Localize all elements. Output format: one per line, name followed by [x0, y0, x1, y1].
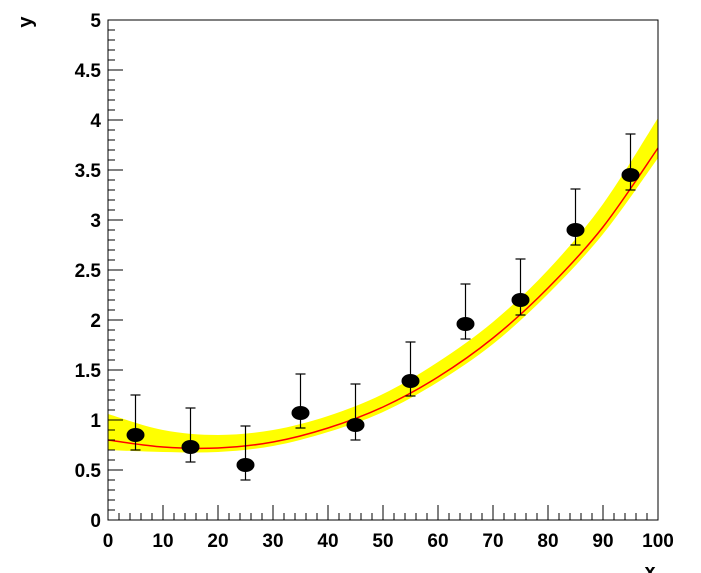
fit-line [107, 147, 659, 450]
x-ticks: 0 10 20 30 40 50 60 70 80 90 100 [103, 505, 674, 552]
x-tick-label: 100 [642, 531, 674, 552]
y-tick-label: 3.5 [75, 161, 102, 182]
data-point [401, 374, 420, 388]
x-tick-label: 0 [103, 531, 114, 552]
y-tick-label: 2 [90, 311, 101, 332]
x-tick-label: 10 [152, 531, 173, 552]
data-point [236, 458, 255, 472]
data-point [126, 428, 145, 442]
data-point [346, 418, 365, 432]
y-ticks: 0 0.5 1 1.5 2 2.5 3 3.5 4 4.5 5 [75, 11, 123, 532]
confidence-band [108, 118, 658, 453]
confidence-band-layer [108, 118, 658, 453]
data-point [291, 406, 310, 420]
x-tick-label: 70 [482, 531, 503, 552]
data-point-layer [126, 168, 640, 472]
y-tick-label: 1.5 [75, 361, 102, 382]
x-tick-label: 20 [207, 531, 228, 552]
x-tick-label: 30 [262, 531, 283, 552]
y-tick-label: 1 [90, 411, 101, 432]
x-tick-label: 50 [372, 531, 393, 552]
y-axis-label: y [15, 16, 37, 28]
x-tick-label: 40 [317, 531, 338, 552]
y-tick-label: 2.5 [75, 261, 102, 282]
x-tick-label: 80 [537, 531, 558, 552]
y-tick-label: 0 [90, 511, 101, 532]
data-point [511, 293, 530, 307]
y-tick-label: 0.5 [75, 461, 102, 482]
fit-line-layer [107, 147, 659, 450]
data-point [566, 223, 585, 237]
x-tick-label: 90 [592, 531, 613, 552]
y-tick-label: 5 [90, 11, 101, 32]
y-tick-label: 4 [90, 111, 101, 132]
y-tick-label: 4.5 [75, 61, 102, 82]
data-point [456, 317, 475, 331]
data-point [621, 168, 640, 182]
y-tick-label: 3 [90, 211, 101, 232]
data-point [181, 440, 200, 454]
x-tick-label: 60 [427, 531, 448, 552]
error-bar-layer [130, 133, 636, 481]
x-axis-label: x [644, 561, 655, 573]
